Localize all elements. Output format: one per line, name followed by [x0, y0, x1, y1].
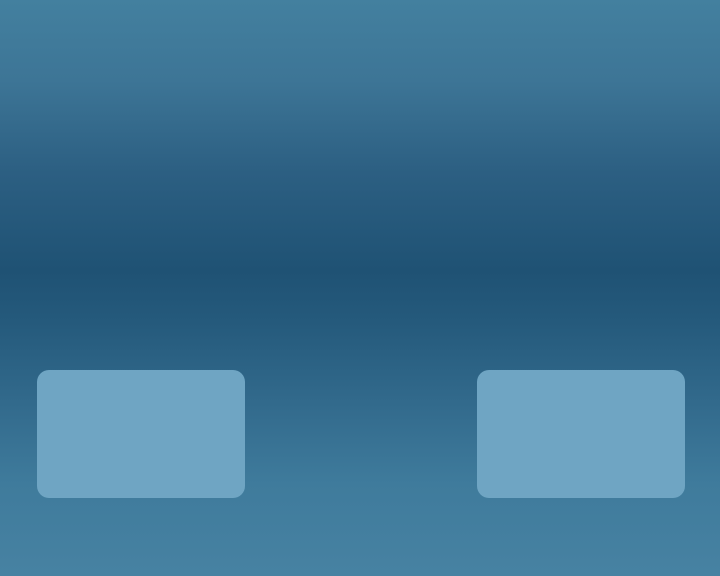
left-panel-button[interactable] — [37, 370, 245, 498]
right-panel-button[interactable] — [477, 370, 685, 498]
